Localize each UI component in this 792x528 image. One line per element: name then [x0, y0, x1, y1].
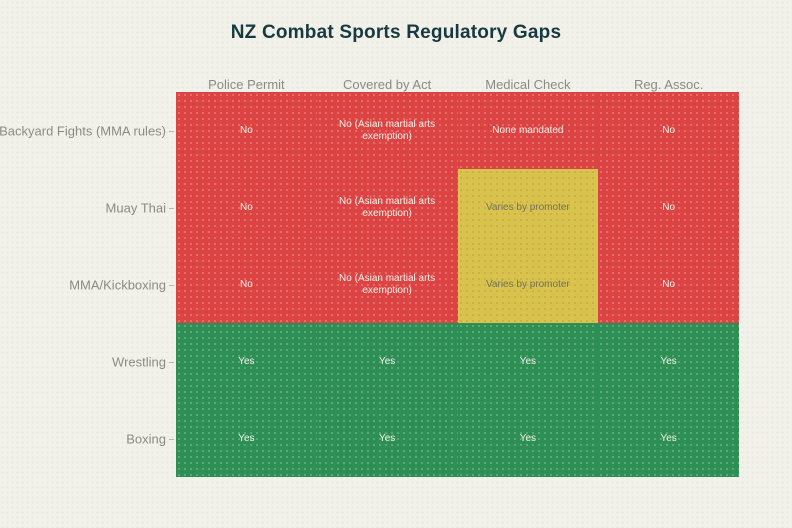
heatmap-cell: No — [598, 246, 739, 323]
heatmap-cell: No — [176, 169, 317, 246]
column-header: Reg. Assoc. — [633, 77, 704, 92]
row-label: Muay Thai — [105, 200, 166, 215]
row-label: Boxing — [126, 431, 166, 446]
chart-title: NZ Combat Sports Regulatory Gaps — [230, 22, 562, 43]
heatmap-cell: No (Asian martial arts exemption) — [316, 246, 458, 323]
heatmap-cell: No — [176, 92, 317, 169]
heatmap-cell: Varies by promoter — [457, 169, 599, 246]
column-header: Police Permit — [208, 77, 285, 92]
row-label: Wrestling — [112, 354, 166, 369]
heatmap-cell: Yes — [176, 323, 317, 400]
heatmap-cell: No — [598, 92, 739, 169]
row-label: MMA/Kickboxing — [69, 277, 166, 292]
axis-tick — [169, 285, 174, 286]
axis-tick — [169, 131, 174, 132]
axis-tick — [169, 208, 174, 209]
heatmap-cell: Yes — [316, 323, 458, 400]
heatmap-cell: None mandated — [457, 92, 599, 169]
axis-tick — [169, 439, 174, 440]
heatmap-cell: Varies by promoter — [457, 246, 599, 323]
heatmap-cell: No — [598, 169, 739, 246]
heatmap-cell: Yes — [176, 400, 317, 477]
heatmap-grid: No No (Asian martial arts exemption) None … — [176, 92, 739, 477]
heatmap-cell: Yes — [457, 400, 599, 477]
row-label: Backyard Fights (MMA rules) — [0, 123, 166, 138]
heatmap-cell: No (Asian martial arts exemption) — [316, 92, 458, 169]
axis-tick — [169, 362, 174, 363]
heatmap-cell: Yes — [316, 400, 458, 477]
column-header: Covered by Act — [343, 77, 432, 92]
heatmap-cell: Yes — [457, 323, 599, 400]
heatmap-cell: Yes — [598, 323, 739, 400]
heatmap-cell: Yes — [598, 400, 739, 477]
heatmap-cell: No — [176, 246, 317, 323]
heatmap-cell: No (Asian martial arts exemption) — [316, 169, 458, 246]
column-header: Medical Check — [485, 77, 571, 92]
